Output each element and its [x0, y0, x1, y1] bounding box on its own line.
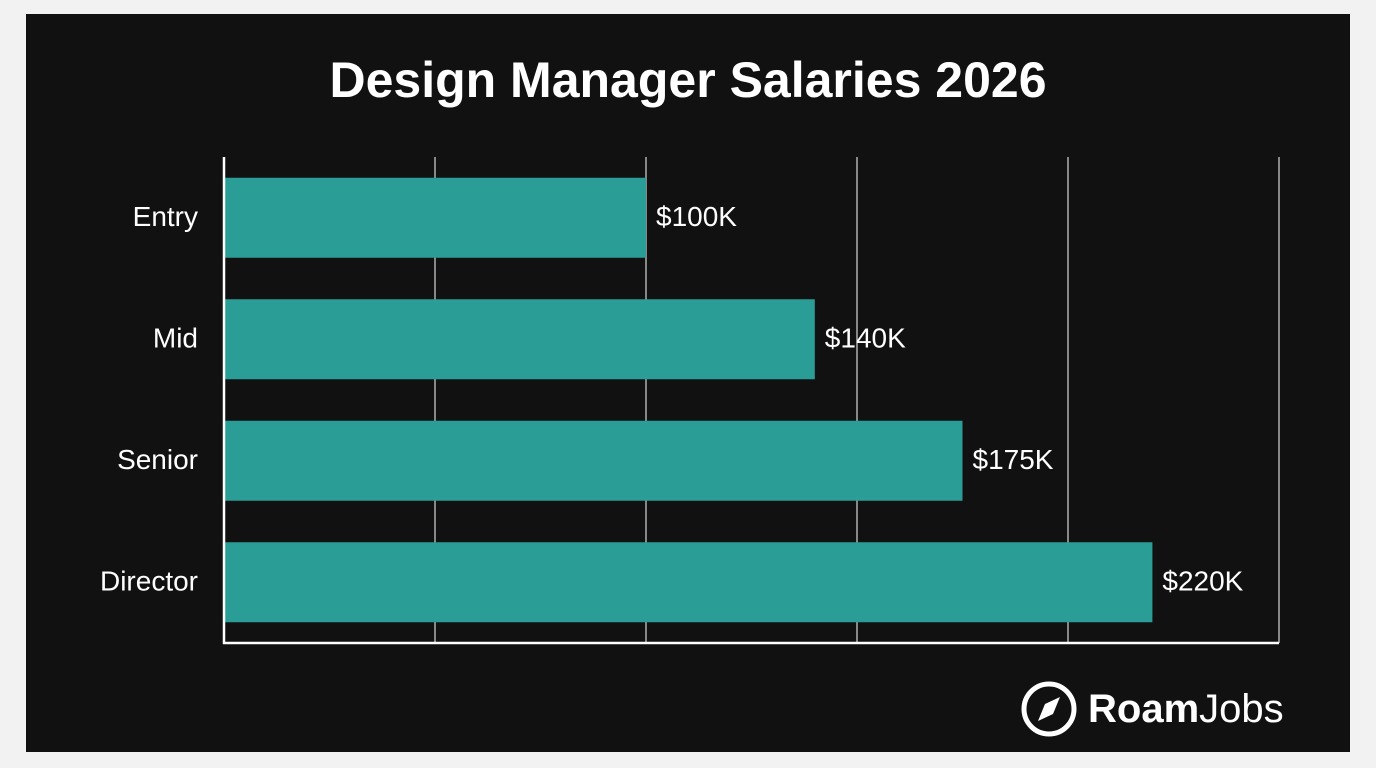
y-tick-label: Director — [100, 566, 198, 597]
y-tick-label: Mid — [153, 323, 198, 354]
logo-text: RoamJobs — [1088, 687, 1284, 731]
bar — [224, 420, 963, 501]
logo-needle — [1038, 697, 1060, 721]
panel — [26, 14, 1350, 752]
logo-icon — [1021, 681, 1077, 737]
value-label: $175K — [973, 444, 1054, 475]
chart-title: Design Manager Salaries 2026 — [329, 52, 1046, 108]
value-label: $220K — [1162, 566, 1243, 597]
bar — [224, 177, 646, 258]
bar — [224, 542, 1153, 623]
logo-bold: Roam — [1088, 687, 1199, 731]
logo-regular: Jobs — [1199, 687, 1284, 731]
logo: RoamJobs — [1021, 681, 1284, 737]
value-label: $100K — [656, 201, 737, 232]
y-tick-label: Senior — [117, 444, 198, 475]
value-label: $140K — [825, 323, 906, 354]
bar — [224, 299, 815, 380]
y-tick-label: Entry — [133, 201, 198, 232]
